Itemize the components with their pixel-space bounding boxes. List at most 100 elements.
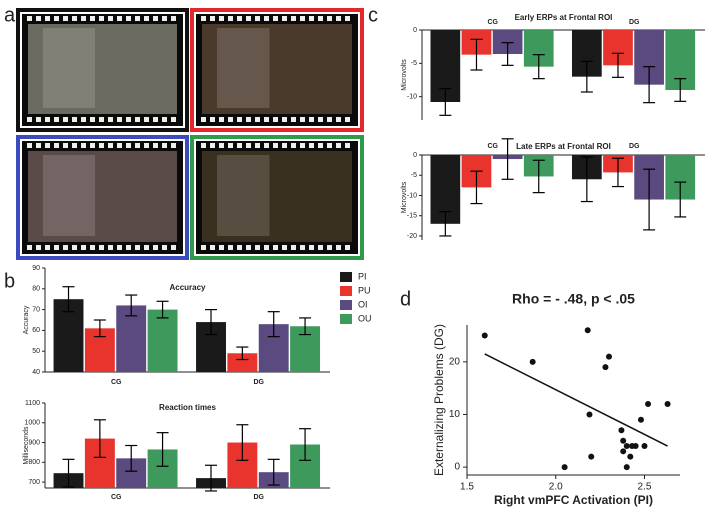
sprocket [201,117,206,122]
sprocket [99,245,104,250]
sprocket [309,143,314,148]
sprocket [171,117,176,122]
sprocket [201,245,206,250]
group-label: DG [254,379,265,386]
bar [116,305,147,372]
sprocket [336,16,341,21]
y-tick-label: 0 [413,152,417,159]
y-tick-label: -10 [407,94,417,101]
sprocket [300,143,305,148]
sprocket [228,16,233,21]
sprocket [45,143,50,148]
sprocket [153,143,158,148]
point [618,427,625,434]
point [623,443,630,450]
sprocket [135,117,140,122]
sprocket [117,16,122,21]
legend-swatch [340,314,352,324]
sprocket [27,143,32,148]
sprocket [90,117,95,122]
frame-border [190,8,364,132]
sprocket [318,16,323,21]
y-tick-label: 900 [28,439,40,446]
sprocket [27,16,32,21]
group-label: CG [488,19,499,26]
sprocket [291,117,296,122]
point [481,332,488,339]
point [561,464,568,471]
photo [28,24,177,114]
y-tick-label: 40 [32,369,40,376]
sprocket [90,143,95,148]
sprocket [210,143,215,148]
sprocket [228,143,233,148]
sprocket [201,16,206,21]
sprocket [36,143,41,148]
sprocket [72,16,77,21]
sprocket [327,245,332,250]
chart-title: Accuracy [169,283,206,292]
sprocket [264,117,269,122]
sprocket [309,245,314,250]
y-tick-label: 50 [32,348,40,355]
sprocket [162,117,167,122]
y-tick-label: 700 [28,479,40,486]
y-tick-label: 10 [449,409,461,420]
y-axis-label: Milliseconds [23,426,30,465]
legend-label: OU [358,313,372,323]
sprocket [45,16,50,21]
sprocket [135,16,140,21]
point [645,400,652,407]
sprocket [327,16,332,21]
y-axis-label: Microvolts [401,181,408,213]
sprocket [81,143,86,148]
y-tick-label: -10 [407,192,417,199]
x-tick-label: 2.0 [549,482,563,493]
sprocket [162,16,167,21]
sprocket [126,117,131,122]
y-tick-label: -15 [407,213,417,220]
sprocket [36,245,41,250]
legend-label: PI [358,271,367,281]
y-axis-label: Externalizing Problems (DG) [432,324,446,476]
y-tick-label: 1000 [24,420,40,427]
sprocket [144,143,149,148]
sprocket [219,143,224,148]
chart-title: Rho = - .48, p < .05 [512,291,635,307]
sprocket [219,16,224,21]
sprocket [282,143,287,148]
x-axis-label: Right vmPFC Activation (PI) [494,493,653,507]
sprocket [264,16,269,21]
y-tick-label: 0 [454,462,460,473]
sprocket [162,245,167,250]
sprocket [228,117,233,122]
panel-label: c [368,4,378,26]
panel-label: d [400,288,411,310]
sprocket [99,117,104,122]
sprocket [27,245,32,250]
sprocket [126,16,131,21]
y-tick-label: 20 [449,356,461,367]
point [586,411,593,418]
sprocket [336,245,341,250]
sprocket [153,117,158,122]
sprocket [219,245,224,250]
sprocket [345,16,350,21]
x-tick-label: 2.5 [638,482,652,493]
sprocket [237,16,242,21]
sprocket [90,16,95,21]
sprocket [210,16,215,21]
sprocket [36,117,41,122]
point [529,358,536,365]
sprocket [237,143,242,148]
legend-swatch [340,272,352,282]
photo-light [217,28,270,108]
x-tick-label: 1.5 [460,482,474,493]
sprocket [327,143,332,148]
sprocket [171,143,176,148]
sprocket [210,245,215,250]
legend-label: OI [358,299,368,309]
sprocket [36,16,41,21]
sprocket [273,16,278,21]
